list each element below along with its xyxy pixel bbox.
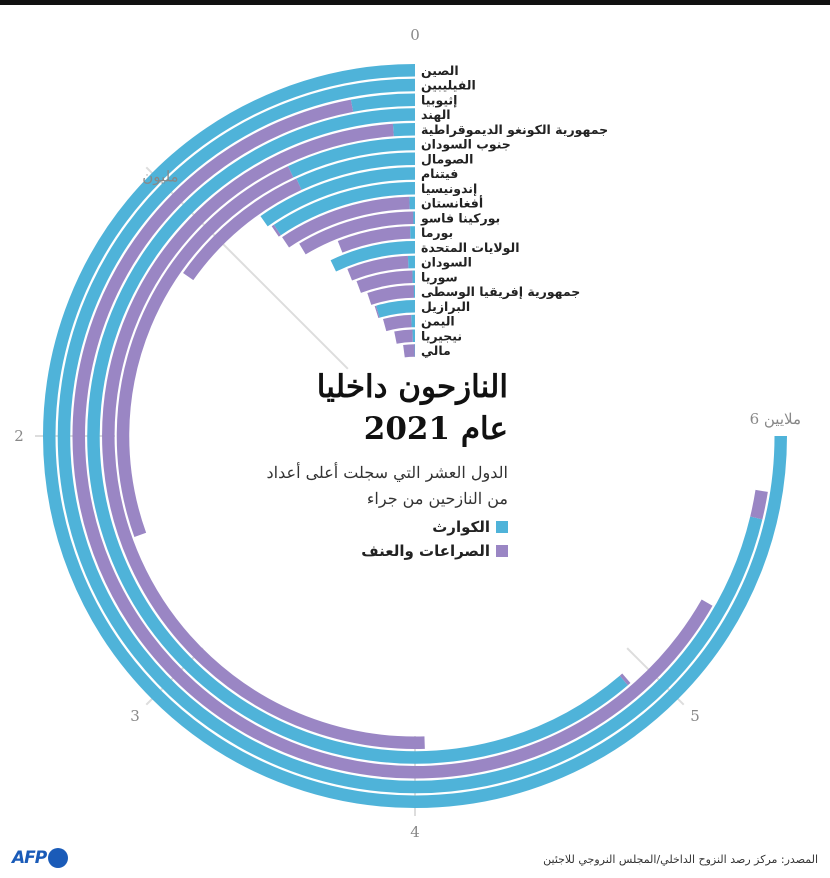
country-label: الفيليبين: [421, 78, 476, 93]
bar-conflict: [347, 255, 409, 281]
title-line: عام 2021: [363, 411, 508, 447]
tick-label: مليون: [142, 167, 178, 185]
tick-label: 2: [14, 427, 24, 445]
bar-conflict: [403, 344, 415, 358]
title-block: النازحون داخليا عام 2021 الدول العشر الت…: [208, 366, 508, 560]
subtitle-line: من النازحين من جراء: [366, 489, 508, 508]
country-label: سوريا: [421, 269, 458, 284]
bar-conflict: [271, 224, 281, 237]
bar-disasters: [43, 64, 787, 808]
bar-conflict: [394, 329, 413, 344]
bar-disasters: [288, 137, 416, 178]
subtitle-line: الدول العشر التي سجلت أعلى أعداد: [266, 463, 508, 482]
top-rule: [0, 0, 830, 5]
tick-label: 3: [130, 707, 140, 725]
country-label: جمهورية إفريقيا الوسطى: [421, 284, 580, 299]
bar-conflict: [183, 178, 302, 281]
source-note: المصدر: مركز رصد النزوح الداخلي/المجلس ا…: [543, 853, 818, 866]
legend-swatch: [496, 545, 508, 557]
tick-label: 0: [410, 26, 420, 44]
country-label: السودان: [421, 255, 472, 270]
country-label: مالي: [421, 343, 451, 358]
bar-conflict: [367, 285, 415, 305]
country-label: فيتنام: [421, 166, 458, 182]
country-label: البرازيل: [421, 299, 470, 314]
legend-swatch: [496, 521, 508, 533]
country-label: جنوب السودان: [421, 137, 511, 152]
bar-disasters: [296, 152, 416, 190]
bar-disasters: [376, 300, 416, 318]
country-label: نيجيريا: [421, 328, 462, 343]
bar-disasters: [87, 108, 628, 764]
bar-disasters: [330, 241, 416, 272]
chart-subtitle: الدول العشر التي سجلت أعلى أعداد من النا…: [208, 460, 508, 512]
logo-dot: [48, 848, 69, 868]
legend-label: الكوارث: [432, 518, 490, 536]
country-label: بورما: [421, 225, 453, 240]
country-label: إندونيسيا: [421, 181, 477, 196]
country-label: أفغانستان: [421, 195, 483, 211]
bar-conflict: [337, 226, 411, 253]
bar-conflict: [750, 489, 768, 520]
bar-conflict: [102, 123, 425, 749]
bar-disasters: [260, 167, 416, 227]
bar-disasters: [57, 78, 763, 794]
country-label: الصومال: [421, 151, 473, 166]
country-label: إثيوبيا: [421, 92, 457, 107]
bar-disasters: [273, 182, 416, 236]
country-label: الهند: [421, 107, 451, 122]
bar-conflict: [299, 211, 414, 255]
country-label: اليمن: [421, 314, 455, 329]
logo-text: AFP: [12, 848, 47, 868]
bar-conflict: [72, 99, 713, 779]
tick-label: 6 ملايين: [750, 410, 801, 428]
country-label: بوركينا فاسو: [420, 210, 500, 225]
bar-conflict: [356, 270, 413, 293]
tick-label: 4: [410, 823, 420, 841]
bar-conflict: [619, 673, 631, 686]
legend-item-disasters: الكوارث: [208, 518, 508, 536]
country-label: جمهورية الكونغو الديموقراطية: [421, 122, 608, 137]
bar-disasters: [392, 123, 416, 137]
bar-conflict: [116, 166, 294, 538]
bar-conflict: [383, 314, 412, 332]
chart-title: النازحون داخليا عام 2021: [208, 366, 508, 450]
title-line: النازحون داخليا: [316, 369, 508, 405]
tick-label: 5: [690, 707, 700, 725]
legend-label: الصراعات والعنف: [361, 542, 490, 560]
bar-disasters: [350, 93, 416, 112]
legend-item-conflict: الصراعات والعنف: [208, 542, 508, 560]
country-label: الولايات المتحدة: [421, 240, 520, 255]
axis-tick-labels: 0 مليون 2 3 4 5 6 ملايين: [14, 26, 801, 841]
bar-conflict: [282, 196, 410, 248]
country-label: الصين: [421, 63, 459, 78]
afp-logo: AFP: [12, 848, 69, 868]
radial-bars: [43, 64, 787, 808]
